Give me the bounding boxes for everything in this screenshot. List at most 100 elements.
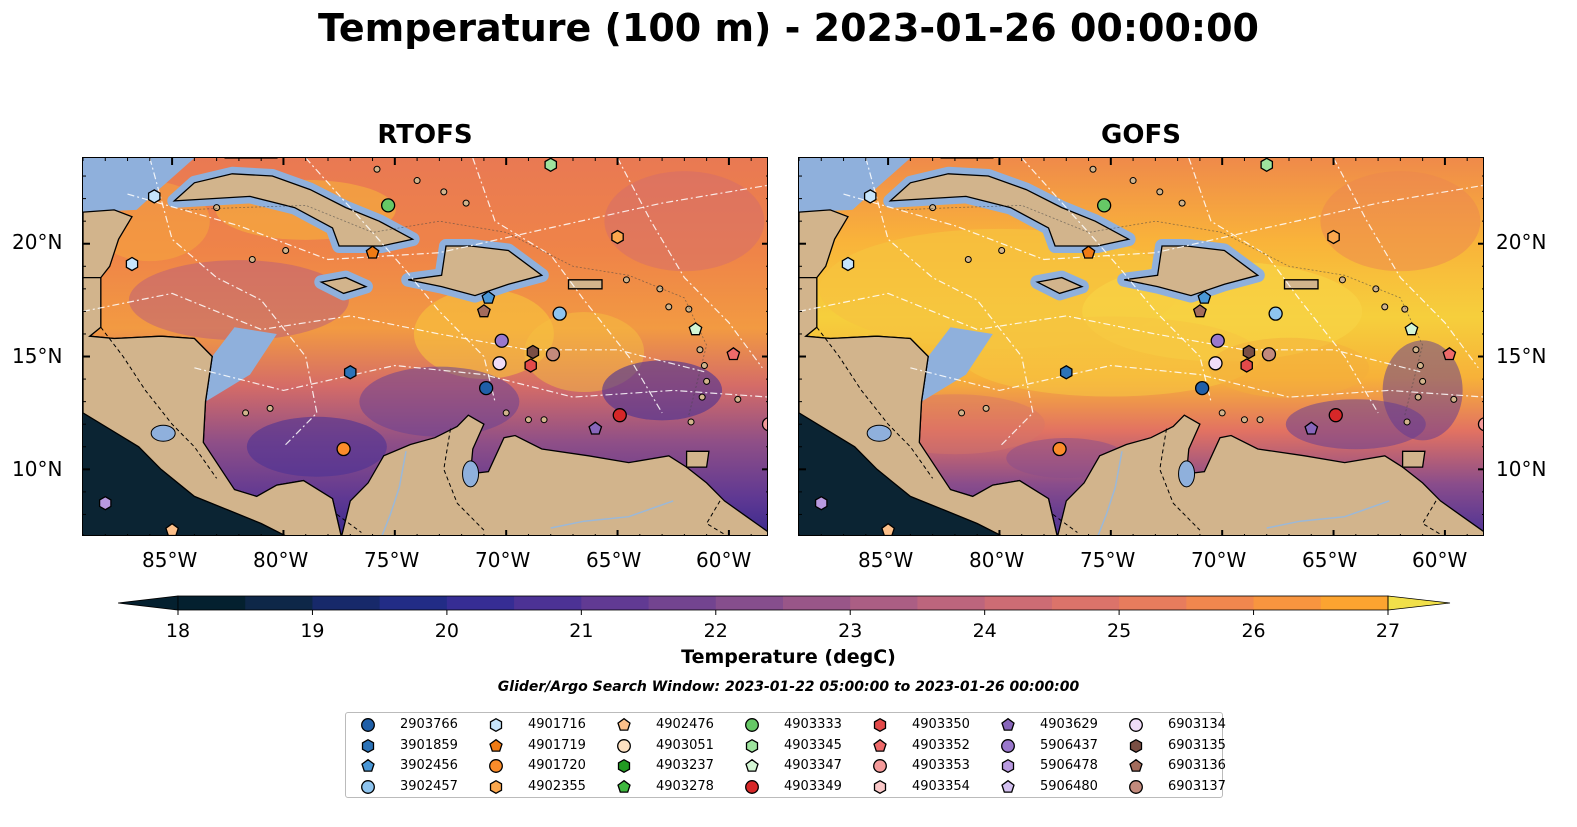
float-marker-3901859 [343, 365, 357, 380]
float-marker-4901719 [1081, 245, 1096, 259]
legend-label: 5906480 [1040, 778, 1098, 794]
float-marker-4901720 [336, 441, 351, 457]
float-marker-4902476 [881, 522, 896, 535]
float-marker-4903352 [1442, 346, 1457, 361]
colorbar-bin [1119, 596, 1187, 610]
lon-label-80w: 80°W [253, 548, 309, 572]
legend-swatch-4903347 [745, 758, 759, 772]
colorbar-extend-low [117, 595, 179, 611]
float-marker-4903350 [524, 358, 537, 373]
colorbar-bin [245, 596, 313, 610]
legend-swatch-5906437 [1001, 738, 1015, 753]
legend-marker-pentagon [489, 738, 503, 752]
legend-marker-pentagon [745, 758, 759, 772]
legend-marker-circle [617, 738, 631, 753]
legend-label: 6903137 [1168, 778, 1226, 794]
colorbar-bin [379, 596, 448, 610]
legend-label: 4903354 [912, 778, 970, 794]
float-marker-4903345 [1260, 158, 1274, 173]
lat-label-15n-right: 15°N [1496, 344, 1547, 368]
float-marker-5906478 [98, 495, 112, 511]
float-marker-6903136 [1192, 304, 1207, 318]
float-marker-4901716 [863, 189, 877, 204]
legend-label: 4903353 [912, 758, 970, 773]
legend-swatch-4903349 [745, 779, 759, 794]
float-marker-3902456 [1197, 290, 1212, 304]
float-marker-4901716 [841, 256, 855, 272]
colorbar-bin [783, 596, 851, 610]
panel-title-gofs: GOFS [1101, 120, 1181, 150]
legend-marker-pentagon [873, 738, 887, 752]
float-marker-5906437 [494, 333, 509, 348]
colorbar-bin [1253, 596, 1322, 610]
float-marker-4903349 [1328, 408, 1343, 423]
legend-label: 4901719 [528, 737, 586, 753]
legend-marker-hexagon [873, 717, 887, 733]
legend-label: 4901720 [528, 758, 586, 773]
legend-marker-circle [1001, 738, 1015, 753]
legend-label: 4903278 [656, 778, 714, 794]
legend-swatch-4901720 [489, 759, 503, 773]
legend-swatch-6903135 [1129, 738, 1143, 753]
legend-swatch-4903353 [873, 759, 887, 773]
legend-marker-circle [361, 718, 375, 732]
lon-label-60w-gofs: 60°W [1412, 548, 1468, 572]
colorbar-bin [984, 596, 1053, 610]
colorbar-tick-label: 25 [1107, 620, 1131, 642]
legend-label: 4903352 [912, 737, 970, 753]
legend-marker-circle [1129, 779, 1143, 794]
legend-marker-circle [745, 718, 759, 732]
float-marker-2903766 [1194, 380, 1210, 396]
colorbar-bin [917, 596, 986, 610]
legend-marker-hexagon [1001, 758, 1015, 774]
float-marker-6903135 [1242, 344, 1256, 360]
legend-label: 4903349 [784, 778, 842, 794]
legend-marker-hexagon [489, 717, 503, 733]
figure-title: Temperature (100 m) - 2023-01-26 00:00:0… [317, 6, 1259, 50]
legend-label: 6903134 [1168, 717, 1226, 732]
legend-label: 4903333 [784, 717, 842, 732]
float-marker-4901716 [147, 189, 161, 204]
float-marker-4902476 [165, 522, 180, 535]
colorbar-bin [648, 596, 717, 610]
map-canvas-gofs [799, 158, 1483, 535]
colorbar-graphic: 18 19 20 21 22 23 24 25 26 27 [117, 595, 1451, 642]
float-marker-3902457 [1268, 306, 1283, 321]
float-marker-3902457 [552, 306, 567, 321]
lat-label-10n-right: 10°N [1496, 457, 1547, 481]
float-marker-6903136 [476, 304, 491, 318]
legend-marker-circle [361, 779, 375, 794]
colorbar-tick-label: 24 [973, 620, 997, 642]
float-marker-3901859 [1059, 365, 1073, 380]
legend-swatch-4903278 [617, 779, 631, 793]
legend-label: 6903136 [1168, 758, 1226, 773]
float-marker-4902355 [1327, 229, 1340, 245]
legend-label: 4903347 [784, 758, 842, 773]
map-gofs [798, 157, 1484, 536]
colorbar-tick-label: 27 [1376, 620, 1400, 642]
legend-swatch-4903350 [873, 717, 887, 733]
legend-label: 3902457 [400, 778, 458, 794]
float-marker-6903135 [526, 344, 540, 360]
float-marker-6903137 [545, 347, 561, 362]
legend-swatch-4901719 [489, 738, 503, 752]
float-marker-4902355 [611, 229, 624, 245]
legend-label: 4902355 [528, 778, 586, 794]
legend-label: 4903051 [656, 737, 714, 753]
float-marker-4903333 [380, 198, 396, 213]
lon-label-70w: 70°W [475, 548, 531, 572]
colorbar-tick-label: 23 [838, 620, 862, 642]
search-window-text: Glider/Argo Search Window: 2023-01-22 05… [497, 679, 1080, 695]
legend-marker-pentagon [1001, 717, 1015, 731]
float-marker-4903333 [1096, 198, 1112, 213]
legend-label: 4901716 [528, 717, 586, 732]
float-marker-4903353 [761, 417, 767, 432]
colorbar-tick-label: 20 [435, 620, 459, 642]
lon-label-85w: 85°W [142, 548, 198, 572]
legend-marker-circle [1129, 718, 1143, 732]
float-marker-5906478 [814, 495, 828, 511]
legend-marker-circle [489, 759, 503, 773]
lon-label-75w-gofs: 75°W [1080, 548, 1136, 572]
legend-label: 6903135 [1168, 737, 1226, 753]
colorbar-bin [715, 596, 784, 610]
